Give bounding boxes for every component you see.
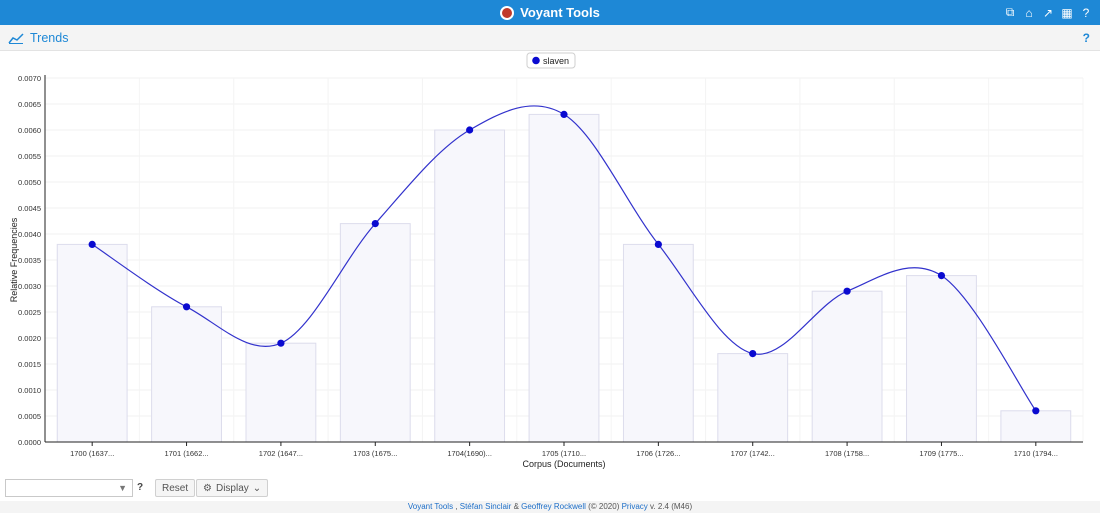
y-tick-label: 0.0030	[18, 282, 41, 291]
x-tick-label: 1707 (1742...	[731, 449, 775, 458]
panel-title-area: Trends	[8, 25, 68, 51]
bar	[717, 353, 789, 443]
panel-help-icon[interactable]: ?	[1082, 31, 1090, 45]
data-point	[749, 350, 757, 358]
data-point	[1032, 407, 1040, 415]
series-line-slaven	[91, 105, 1037, 412]
panel-title: Trends	[30, 31, 69, 45]
bar	[151, 306, 222, 443]
data-point	[466, 126, 474, 134]
data-point	[182, 303, 191, 311]
x-tick-label: 1709 (1775...	[919, 449, 963, 458]
x-tick-label: 1710 (1794...	[1014, 449, 1058, 458]
y-tick-label: 0.0025	[18, 308, 41, 317]
header-icons: ⧉ ⌂ ↗ ▦ ?	[1004, 0, 1092, 25]
y-tick-label: 0.0045	[18, 204, 41, 213]
legend-marker	[532, 56, 540, 65]
legend-label: slaven	[543, 56, 569, 66]
legend-box	[526, 52, 576, 69]
x-tick-label: 1704(1690)...	[447, 449, 492, 458]
author-link-rockwell[interactable]: Geoffrey Rockwell	[521, 502, 586, 511]
voyant-tools-link[interactable]: Voyant Tools	[407, 502, 454, 511]
windows-icon[interactable]: ▦	[1061, 5, 1073, 20]
y-tick-label: 0.0070	[18, 74, 41, 83]
author-link-sinclair[interactable]: Stéfan Sinclair	[459, 502, 512, 511]
x-tick-label: 1708 (1758...	[825, 449, 869, 458]
x-tick-label: 1700 (1637...	[70, 449, 114, 458]
y-tick-label: 0.0065	[18, 100, 41, 109]
open-external-icon[interactable]: ↗	[1042, 5, 1054, 20]
display-label: Display	[215, 482, 249, 494]
gear-icon: ⚙	[203, 482, 212, 494]
y-axis-title: Relative Frequencies	[9, 217, 19, 302]
bar	[56, 243, 128, 443]
y-tick-label: 0.0015	[18, 360, 41, 369]
data-point	[560, 110, 568, 118]
footer-version: v. 2.4 (M46)	[647, 502, 693, 511]
chevron-down-icon: ⌄	[252, 482, 262, 494]
y-tick-label: 0.0035	[18, 256, 41, 265]
data-point	[277, 339, 285, 347]
footer-separator: ,	[453, 502, 460, 511]
y-tick-label: 0.0050	[18, 178, 41, 187]
app-title: Voyant Tools	[520, 5, 600, 20]
bar	[245, 342, 317, 443]
data-point	[654, 240, 662, 248]
y-tick-label: 0.0005	[18, 412, 41, 421]
y-tick-label: 0.0055	[18, 152, 41, 161]
x-tick-label: 1703 (1675...	[353, 449, 397, 458]
search-help-icon[interactable]: ?	[137, 482, 144, 493]
x-axis-title: Corpus (Documents)	[522, 459, 605, 469]
bar	[1000, 410, 1072, 443]
panel-header: Trends ?	[0, 25, 1100, 51]
reset-button[interactable]: Reset	[155, 479, 196, 497]
x-tick-label: 1701 (1662...	[164, 449, 208, 458]
bottom-toolbar: ▼ ? Reset ⚙ Display ⌄	[0, 478, 1100, 500]
x-tick-label: 1702 (1647...	[259, 449, 303, 458]
bar	[528, 113, 600, 443]
y-tick-label: 0.0000	[18, 438, 41, 447]
bar	[622, 243, 694, 443]
x-tick-label: 1705 (1710...	[542, 449, 586, 458]
y-tick-label: 0.0010	[18, 386, 41, 395]
bar	[339, 223, 411, 443]
bar	[811, 290, 883, 443]
privacy-link[interactable]: Privacy	[621, 502, 648, 511]
footer-copyright: (© 2020)	[585, 502, 622, 511]
chevron-down-icon[interactable]: ▼	[118, 483, 127, 493]
footer: Voyant Tools , Stéfan Sinclair & Geoffre…	[0, 501, 1100, 513]
x-tick-label: 1706 (1726...	[636, 449, 680, 458]
display-button[interactable]: ⚙ Display ⌄	[196, 479, 269, 497]
trends-icon	[8, 33, 24, 44]
home-icon[interactable]: ⌂	[1025, 5, 1033, 20]
trends-chart: 0.0000 0.0005 0.0010 0.0015 0.0020 0.0025 0.00…	[9, 52, 1084, 469]
help-icon[interactable]: ?	[1082, 5, 1090, 20]
data-point	[843, 287, 851, 295]
reset-label: Reset	[162, 482, 189, 494]
bar	[434, 129, 506, 443]
data-point	[937, 272, 946, 280]
app-title-area: Voyant Tools	[0, 0, 1100, 25]
term-search-input[interactable]: ▼	[5, 479, 133, 497]
data-point	[371, 220, 379, 228]
y-tick-label: 0.0060	[18, 126, 41, 135]
voyant-logo-icon	[500, 5, 515, 20]
y-tick-label: 0.0040	[18, 230, 41, 239]
app-header: Voyant Tools ⧉ ⌂ ↗ ▦ ?	[0, 0, 1100, 25]
export-icon[interactable]: ⧉	[1005, 5, 1015, 19]
y-tick-label: 0.0020	[18, 334, 41, 343]
footer-ampersand: &	[511, 502, 522, 511]
data-point	[88, 240, 96, 248]
